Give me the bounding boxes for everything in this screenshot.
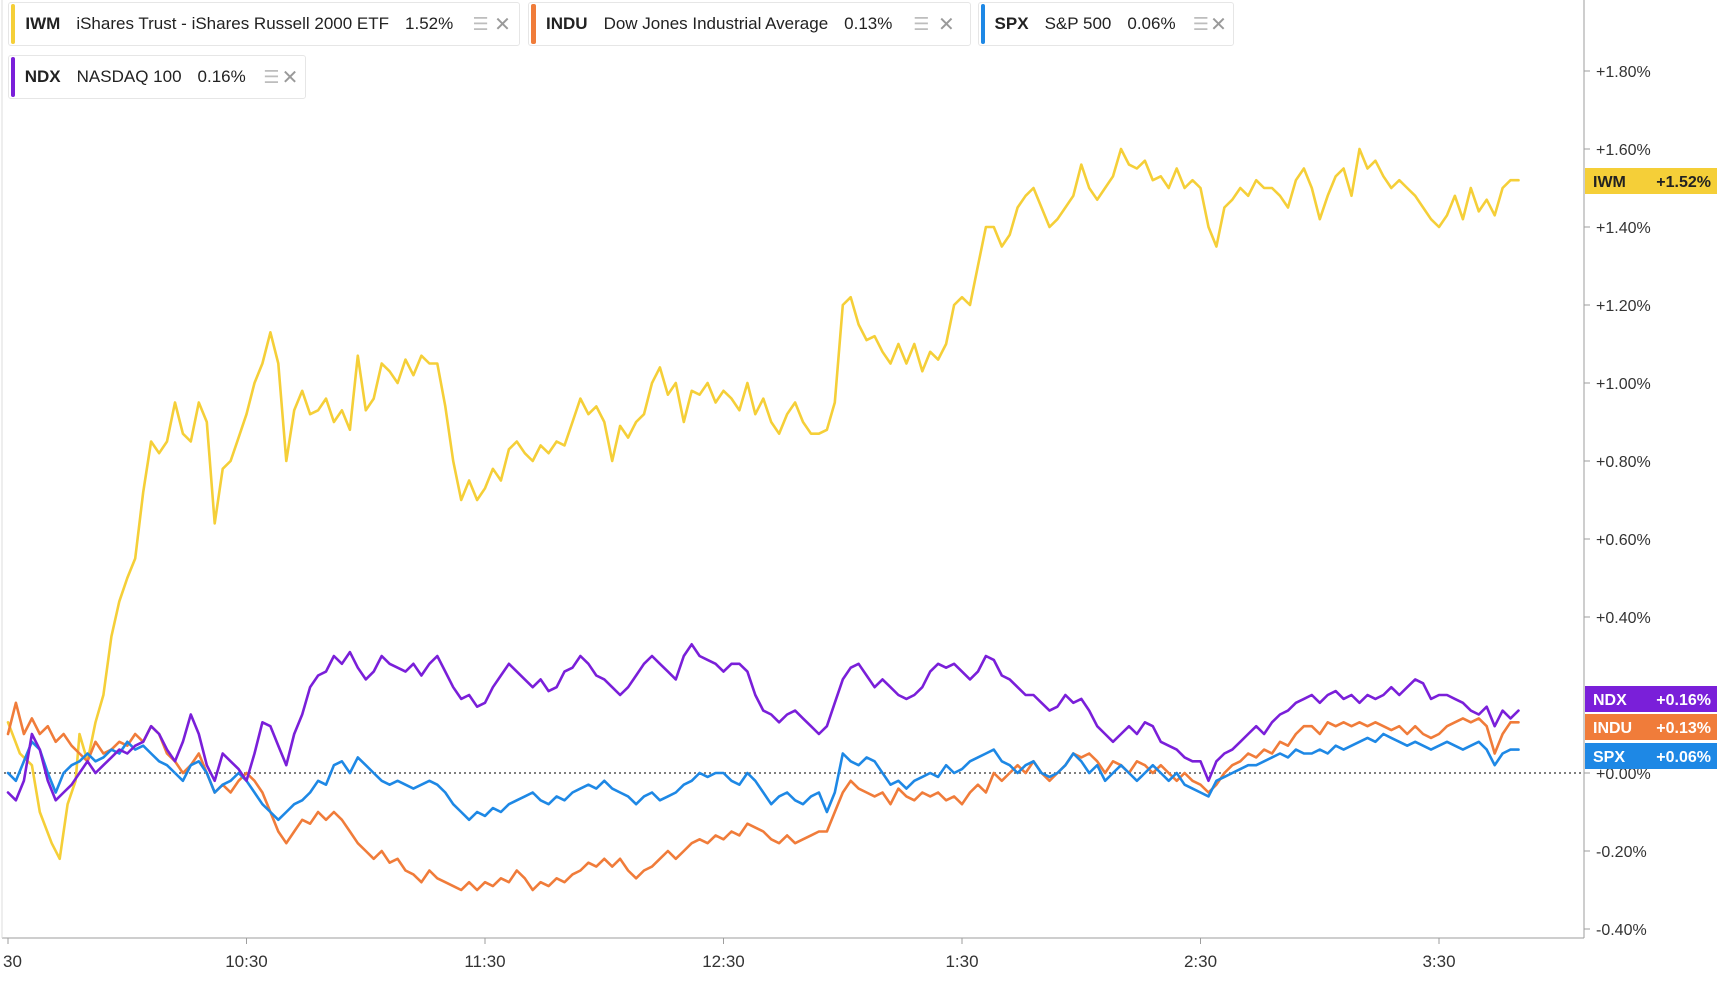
layers-icon[interactable]: ☰ — [263, 66, 280, 87]
y-tick-label: +0.60% — [1596, 532, 1651, 549]
series-color-bar — [11, 57, 15, 97]
y-tick-label: +1.60% — [1596, 142, 1651, 159]
legend-change: 0.06% — [1127, 14, 1176, 33]
tag-symbol: SPX — [1593, 749, 1625, 766]
y-tick-label: +1.20% — [1596, 298, 1651, 315]
y-tick-label: +0.00% — [1596, 766, 1651, 783]
series-line-indu — [6, 701, 1520, 892]
y-tick-label: +0.40% — [1596, 610, 1651, 627]
series-line-spx — [6, 732, 1520, 822]
x-tick-label: 12:30 — [702, 952, 745, 971]
legend-chip-indu[interactable]: INDU Dow Jones Industrial Average 0.13% … — [528, 2, 971, 46]
series-color-bar — [11, 4, 16, 44]
last-value-tags: IWM +1.52% INDU +0.13% SPX +0.06% NDX +0.16% — [1585, 168, 1717, 769]
y-tick-label: +1.80% — [1596, 64, 1651, 81]
x-axis: 30 10:30 11:30 12:30 1:30 2:30 3:30 — [1, 0, 1584, 971]
close-icon[interactable]: ✕ — [281, 66, 299, 89]
tag-background — [1585, 743, 1717, 769]
last-value-tag-ndx: NDX +0.16% — [1585, 686, 1717, 712]
legend-name: NASDAQ 100 — [76, 67, 182, 86]
close-icon[interactable]: ✕ — [494, 13, 511, 36]
legend-name: Dow Jones Industrial Average — [603, 14, 829, 33]
tag-symbol: IWM — [1593, 174, 1626, 191]
series-lines — [6, 147, 1520, 892]
y-tick-label: +1.40% — [1596, 220, 1651, 237]
tag-symbol: INDU — [1593, 720, 1632, 737]
tag-background — [1585, 168, 1717, 194]
layers-icon[interactable]: ☰ — [1192, 13, 1209, 34]
legend-chip-ndx[interactable]: NDX NASDAQ 100 0.16% ☰ ✕ — [8, 55, 306, 99]
last-value-tag-indu: INDU +0.13% — [1585, 714, 1717, 740]
tag-background — [1585, 686, 1717, 712]
x-tick-label: 3:30 — [1422, 952, 1455, 971]
tag-value: +0.16% — [1656, 692, 1711, 709]
y-tick-label: -0.20% — [1596, 844, 1647, 861]
y-tick-label: +1.00% — [1596, 376, 1651, 393]
legend-name: iShares Trust - iShares Russell 2000 ETF — [76, 14, 390, 33]
legend-symbol: INDU — [546, 14, 588, 33]
last-value-tag-iwm: IWM +1.52% — [1585, 168, 1717, 194]
legend-symbol: SPX — [994, 14, 1029, 33]
x-tick-label: 11:30 — [464, 952, 505, 971]
legend-change: 0.13% — [844, 14, 893, 33]
series-color-bar — [531, 4, 536, 44]
tag-value: +0.06% — [1656, 749, 1711, 766]
legend-symbol: IWM — [25, 14, 61, 33]
last-value-tag-spx: SPX +0.06% — [1585, 743, 1717, 769]
series-line-iwm — [6, 147, 1520, 861]
legend-chip-spx[interactable]: SPX S&P 500 0.06% ☰ ✕ — [978, 2, 1234, 46]
tag-background — [1585, 714, 1717, 740]
close-icon[interactable]: ✕ — [937, 13, 955, 36]
legend-change: 0.16% — [197, 67, 246, 86]
x-tick-label: 30 — [3, 952, 22, 971]
legend-symbol: NDX — [24, 67, 61, 86]
y-tick-label: -0.40% — [1596, 922, 1647, 939]
tag-symbol: NDX — [1593, 692, 1627, 709]
tag-value: +0.13% — [1656, 720, 1711, 737]
x-tick-label: 10:30 — [225, 952, 268, 971]
series-line-ndx — [6, 643, 1520, 802]
close-icon[interactable]: ✕ — [1210, 13, 1227, 36]
y-tick-label: +0.80% — [1596, 454, 1651, 471]
layers-icon[interactable]: ☰ — [913, 13, 930, 34]
series-color-bar — [981, 4, 985, 44]
y-axis: +1.80% +1.60% +1.40% +1.20% +1.00% +0.80% +0.6… — [1583, 0, 1651, 939]
x-tick-label: 2:30 — [1184, 952, 1217, 971]
x-tick-label: 1:30 — [945, 952, 978, 971]
legend-change: 1.52% — [405, 14, 454, 33]
legend-name: S&P 500 — [1044, 14, 1112, 33]
legend-chip-iwm[interactable]: IWM iShares Trust - iShares Russell 2000… — [8, 2, 520, 46]
layers-icon[interactable]: ☰ — [472, 13, 489, 34]
tag-value: +1.52% — [1656, 174, 1711, 191]
